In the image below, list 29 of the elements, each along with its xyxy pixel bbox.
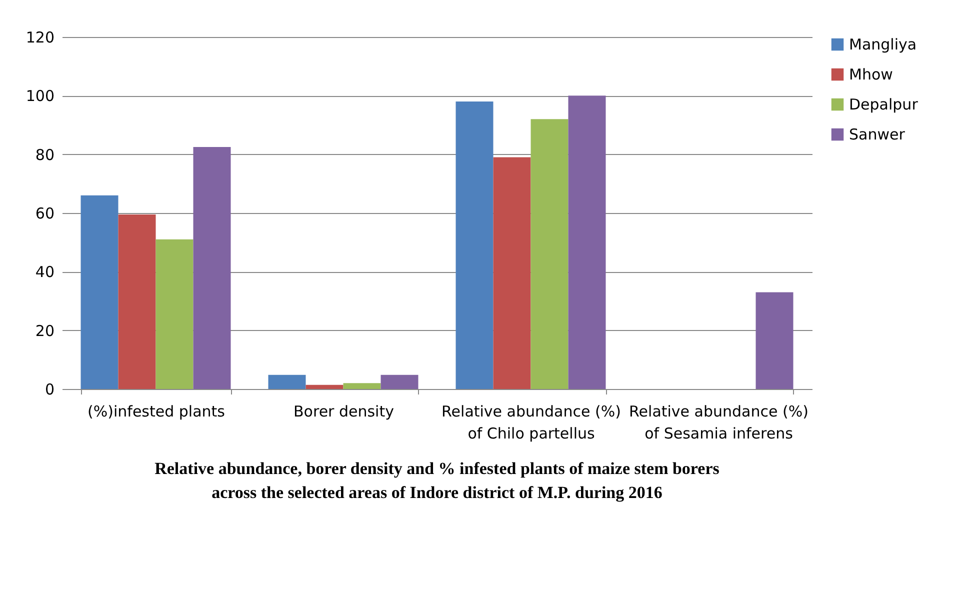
bar <box>156 239 194 389</box>
y-tick-label: 60 <box>35 204 54 222</box>
x-tick-label: Relative abundance (%) of Chilo partellus <box>442 402 621 442</box>
legend-label: Sanwer <box>849 126 906 144</box>
legend-label: Mangliya <box>849 36 917 54</box>
text: Relative abundance, borer density and % infested plants of maize stem borers across the selected areas of Indore district of M.P. during 2016 <box>154 459 720 502</box>
bar <box>456 102 494 389</box>
x-tick-label: Borer density <box>294 402 394 420</box>
bar <box>530 119 568 389</box>
y-tick-label: 20 <box>35 322 54 340</box>
bar <box>568 96 606 389</box>
bar <box>343 383 381 389</box>
y-tick-label: 0 <box>44 380 54 398</box>
y-tick-label: 120 <box>26 28 54 46</box>
bar <box>268 374 306 389</box>
bar <box>380 374 418 389</box>
legend-label: Depalpur <box>849 96 919 114</box>
y-tick-label: 80 <box>35 146 54 164</box>
bar <box>493 157 531 389</box>
y-tick-label: 100 <box>26 87 54 106</box>
x-tick-label: (%)infested plants <box>88 402 226 420</box>
bar <box>80 195 118 389</box>
bar <box>193 147 231 389</box>
legend-label: Mhow <box>849 66 893 84</box>
x-tick-label: Relative abundance (%) of Sesamia inferens <box>629 402 808 442</box>
y-tick-label: 40 <box>35 263 54 282</box>
bar <box>306 384 344 389</box>
bar <box>118 214 156 389</box>
bar <box>756 292 794 389</box>
